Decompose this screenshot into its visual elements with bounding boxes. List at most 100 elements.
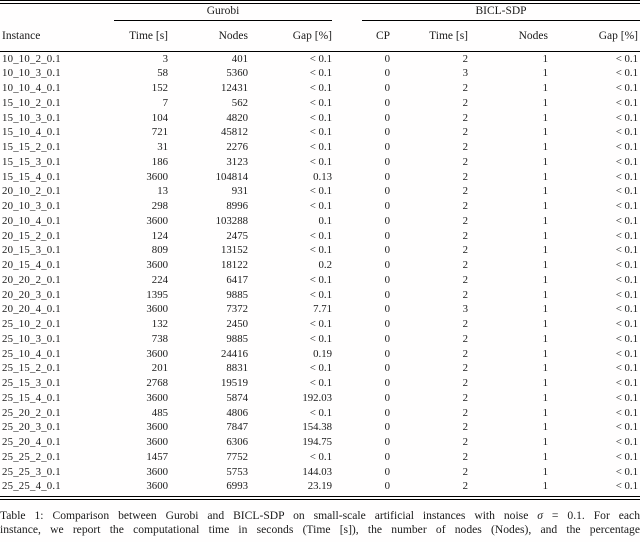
table-row: 15_15_2_0.1 31 2276 < 0.1 0 2 1 < 0.1 xyxy=(0,140,640,155)
value-cell: 0 xyxy=(384,244,391,257)
instance-cell: 20_15_2_0.1 xyxy=(2,229,61,242)
instance-cell: 20_20_2_0.1 xyxy=(2,273,61,286)
value-cell: 0 xyxy=(384,436,391,449)
instance-cell: 25_10_4_0.1 xyxy=(2,347,61,360)
value-cell: 1 xyxy=(542,406,549,419)
value-cell: 2 xyxy=(462,155,469,168)
value-cell: < 0.1 xyxy=(309,229,333,242)
value-cell: 738 xyxy=(151,332,168,345)
value-cell: 6417 xyxy=(226,273,248,286)
value-cell: < 0.1 xyxy=(309,96,333,109)
value-cell: < 0.1 xyxy=(309,244,333,257)
table-row: 25_25_3_0.1 3600 5753 144.03 0 2 1 < 0.1 xyxy=(0,465,640,480)
value-cell: 1395 xyxy=(146,288,168,301)
value-cell: 401 xyxy=(231,52,248,65)
group-header-gurobi-cell: Gurobi xyxy=(114,4,333,22)
value-cell: 0 xyxy=(384,450,391,463)
value-cell: 1 xyxy=(542,288,549,301)
value-cell: 132 xyxy=(151,318,168,331)
value-cell: 7847 xyxy=(226,421,248,434)
value-cell: 3600 xyxy=(146,303,168,316)
value-cell: 4806 xyxy=(226,406,248,419)
instance-cell: 25_20_4_0.1 xyxy=(2,436,61,449)
value-cell: 6306 xyxy=(226,436,248,449)
value-cell: < 0.1 xyxy=(309,406,333,419)
table-row: 25_15_3_0.1 2768 19519 < 0.1 0 2 1 < 0.1 xyxy=(0,376,640,391)
value-cell: < 0.1 xyxy=(615,273,639,286)
table-row: 20_20_2_0.1 224 6417 < 0.1 0 2 1 < 0.1 xyxy=(0,273,640,288)
value-cell: 1 xyxy=(542,421,549,434)
value-cell: < 0.1 xyxy=(615,170,639,183)
value-cell: 0 xyxy=(384,465,391,478)
value-cell: 24416 xyxy=(221,347,248,360)
value-cell: < 0.1 xyxy=(615,391,639,404)
value-cell: 9885 xyxy=(226,332,248,345)
value-cell: < 0.1 xyxy=(615,303,639,316)
table-row: 25_15_2_0.1 201 8831 < 0.1 0 2 1 < 0.1 xyxy=(0,361,640,376)
value-cell: < 0.1 xyxy=(309,450,333,463)
value-cell: 2 xyxy=(462,185,469,198)
value-cell: 0.2 xyxy=(318,259,333,272)
group-header-spacer xyxy=(0,4,114,22)
column-header-gurobi-nodes: Nodes xyxy=(168,21,248,52)
value-cell: 2 xyxy=(462,141,469,154)
value-cell: 0 xyxy=(384,259,391,272)
value-cell: 201 xyxy=(151,362,168,375)
value-cell: 19519 xyxy=(221,377,248,390)
table-row: 20_15_3_0.1 809 13152 < 0.1 0 2 1 < 0.1 xyxy=(0,243,640,258)
value-cell: 0 xyxy=(384,347,391,360)
value-cell: 2 xyxy=(462,126,469,139)
value-cell: 1 xyxy=(542,126,549,139)
instance-cell: 20_10_2_0.1 xyxy=(2,185,61,198)
table-row: 20_10_2_0.1 13 931 < 0.1 0 2 1 < 0.1 xyxy=(0,184,640,199)
value-cell: 2768 xyxy=(146,377,168,390)
value-cell: 2 xyxy=(462,214,469,227)
value-cell: 1 xyxy=(542,273,549,286)
instance-cell: 25_15_2_0.1 xyxy=(2,362,61,375)
value-cell: 5874 xyxy=(226,391,248,404)
value-cell: 2 xyxy=(462,421,469,434)
value-cell: 194.75 xyxy=(302,436,333,449)
value-cell: 6993 xyxy=(226,480,248,493)
value-cell: 1 xyxy=(542,332,549,345)
table-bottom-rule xyxy=(0,496,640,500)
value-cell: 0 xyxy=(384,185,391,198)
value-cell: 2 xyxy=(462,96,469,109)
value-cell: < 0.1 xyxy=(615,155,639,168)
value-cell: 0 xyxy=(384,332,391,345)
value-cell: < 0.1 xyxy=(615,259,639,272)
value-cell: 0 xyxy=(384,67,391,80)
instance-cell: 15_10_3_0.1 xyxy=(2,111,61,124)
caption-line1-tail: = 0.1. For each xyxy=(543,508,640,522)
table-row: 20_20_3_0.1 1395 9885 < 0.1 0 2 1 < 0.1 xyxy=(0,288,640,303)
group-header-bicl-cell: BICL-SDP xyxy=(332,4,640,22)
table-row: 15_10_3_0.1 104 4820 < 0.1 0 2 1 < 0.1 xyxy=(0,111,640,126)
table-row: 25_15_4_0.1 3600 5874 192.03 0 2 1 < 0.1 xyxy=(0,391,640,406)
instance-cell: 20_15_3_0.1 xyxy=(2,244,61,257)
table-row: 25_20_2_0.1 485 4806 < 0.1 0 2 1 < 0.1 xyxy=(0,406,640,421)
table-row: 25_20_4_0.1 3600 6306 194.75 0 2 1 < 0.1 xyxy=(0,435,640,450)
value-cell: < 0.1 xyxy=(615,332,639,345)
value-cell: 2 xyxy=(462,318,469,331)
instance-cell: 25_10_3_0.1 xyxy=(2,332,61,345)
value-cell: 13152 xyxy=(221,244,248,257)
value-cell: 5753 xyxy=(226,465,248,478)
value-cell: < 0.1 xyxy=(309,141,333,154)
table-row: 10_10_4_0.1 152 12431 < 0.1 0 2 1 < 0.1 xyxy=(0,81,640,96)
value-cell: 2 xyxy=(462,406,469,419)
value-cell: 154.38 xyxy=(302,421,333,434)
value-cell: < 0.1 xyxy=(615,318,639,331)
table-row: 25_20_3_0.1 3600 7847 154.38 0 2 1 < 0.1 xyxy=(0,420,640,435)
value-cell: 144.03 xyxy=(302,465,333,478)
value-cell: < 0.1 xyxy=(309,126,333,139)
value-cell: 1 xyxy=(542,347,549,360)
results-table: Gurobi BICL-SDP Instance Time [s] Nodes … xyxy=(0,4,640,495)
table-row: 20_15_2_0.1 124 2475 < 0.1 0 2 1 < 0.1 xyxy=(0,229,640,244)
value-cell: 2 xyxy=(462,362,469,375)
value-cell: 2 xyxy=(462,332,469,345)
value-cell: 7752 xyxy=(226,450,248,463)
column-header-gurobi-time: Time [s] xyxy=(114,21,168,52)
value-cell: 0 xyxy=(384,52,391,65)
table-row: 10_10_3_0.1 58 5360 < 0.1 0 3 1 < 0.1 xyxy=(0,66,640,81)
value-cell: < 0.1 xyxy=(615,67,639,80)
